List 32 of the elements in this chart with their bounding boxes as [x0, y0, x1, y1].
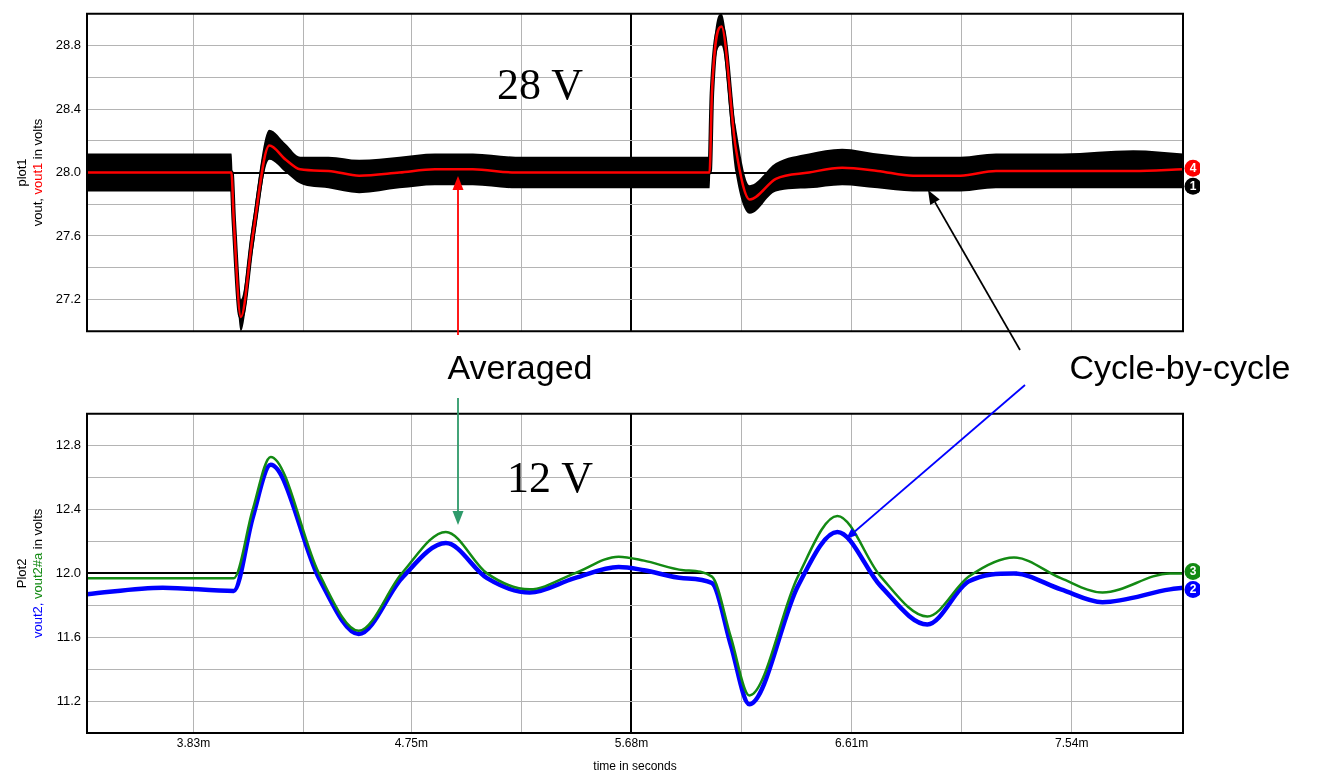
y-axis-title: in volts — [29, 118, 45, 163]
annotation: 1 — [1189, 179, 1197, 194]
text: Averaged — [447, 348, 593, 386]
y-tick-label: 27.6 — [55, 227, 81, 243]
annotation: 28 V — [497, 60, 583, 109]
text: Cycle-by-cycle — [1069, 348, 1291, 386]
x-axis-title: time in seconds — [593, 759, 677, 774]
text: vout2, — [29, 602, 45, 639]
y-tick-label: 11.6 — [56, 628, 81, 644]
x-tick-label: 5.68m — [614, 735, 649, 750]
y-tick-label: 28.8 — [55, 37, 81, 53]
annotation: 3 — [1189, 564, 1197, 579]
text: vout1 — [29, 162, 45, 199]
x-tick-label: 6.61m — [834, 735, 869, 750]
annotation: 12 V — [507, 453, 593, 502]
y-tick-label: 28.0 — [55, 164, 81, 180]
y-tick-label: 27.2 — [55, 291, 81, 307]
y-tick-label: 12.0 — [55, 564, 81, 580]
text: vout, — [29, 198, 45, 227]
y-tick-label: 12.4 — [55, 501, 81, 517]
y-axis-title: in volts — [29, 508, 45, 553]
y-tick-label: 12.8 — [55, 437, 81, 453]
text: plot1 — [13, 158, 29, 187]
y-tick-label: 28.4 — [55, 100, 81, 116]
x-tick-label: 4.75m — [394, 735, 428, 750]
text: Plot2 — [13, 558, 29, 589]
annotation: 2 — [1189, 582, 1197, 597]
annotation: 4 — [1189, 161, 1197, 176]
x-tick-label: 3.83m — [176, 735, 211, 750]
y-tick-label: 11.2 — [56, 692, 81, 708]
x-tick-label: 7.54m — [1055, 735, 1089, 750]
text: vout2#a — [29, 552, 45, 603]
